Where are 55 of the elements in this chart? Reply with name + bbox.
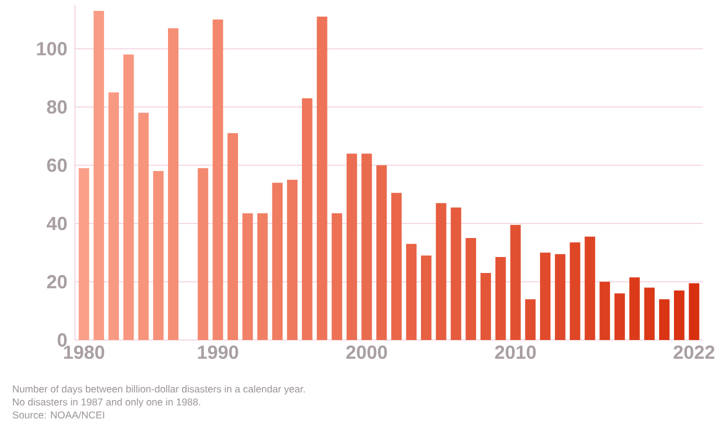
bar <box>287 180 298 340</box>
x-tick-label: 1990 <box>198 346 238 359</box>
x-tick-label: 1980 <box>64 346 104 359</box>
bar <box>584 236 596 340</box>
source-note: Source: NOAA/NCEI <box>12 411 104 419</box>
bar <box>316 16 328 340</box>
bar <box>78 168 90 340</box>
bar <box>540 252 550 340</box>
bar <box>554 254 566 340</box>
bar <box>420 256 432 340</box>
bar <box>212 20 224 340</box>
y-tick-label: 60 <box>47 158 67 172</box>
x-tick-label: 2000 <box>346 346 387 359</box>
bar <box>272 182 283 340</box>
bar <box>466 238 476 340</box>
bar <box>629 277 640 340</box>
bar <box>361 154 372 340</box>
bar <box>614 293 625 340</box>
bar <box>525 299 536 340</box>
bar <box>659 299 670 340</box>
text: No disasters in 1987 and only one in 1988. <box>13 398 200 408</box>
bar <box>257 213 268 340</box>
bar <box>436 203 446 340</box>
bar <box>644 288 655 340</box>
bar <box>228 133 238 340</box>
bar <box>302 98 312 340</box>
bar <box>674 290 684 340</box>
bar <box>153 171 164 340</box>
y-tick-label: 100 <box>37 42 67 56</box>
bar <box>570 242 580 340</box>
bar <box>495 256 506 340</box>
bar <box>376 165 387 340</box>
bar <box>391 192 402 340</box>
y-tick-label: 40 <box>46 216 67 230</box>
bar <box>346 154 358 340</box>
bar <box>450 207 462 340</box>
text: Number of days between billion-dollar disasters in a calendar year. <box>13 385 305 394</box>
x-tick-label: 2022 <box>674 346 714 359</box>
bar <box>406 244 417 340</box>
bar <box>123 54 134 340</box>
bar <box>480 272 491 340</box>
y-tick-label: 80 <box>47 100 67 114</box>
bar <box>94 10 104 340</box>
bar <box>138 112 149 340</box>
bar <box>242 213 253 340</box>
bar <box>510 224 521 340</box>
y-tick-label: 0 <box>58 333 67 347</box>
bar <box>168 28 178 340</box>
y-tick-label: 20 <box>47 275 67 288</box>
bar <box>108 92 119 340</box>
bar <box>198 168 208 340</box>
bar <box>688 283 700 340</box>
x-tick-label: 2010 <box>495 346 536 359</box>
bar <box>332 213 342 340</box>
bar <box>600 282 610 340</box>
